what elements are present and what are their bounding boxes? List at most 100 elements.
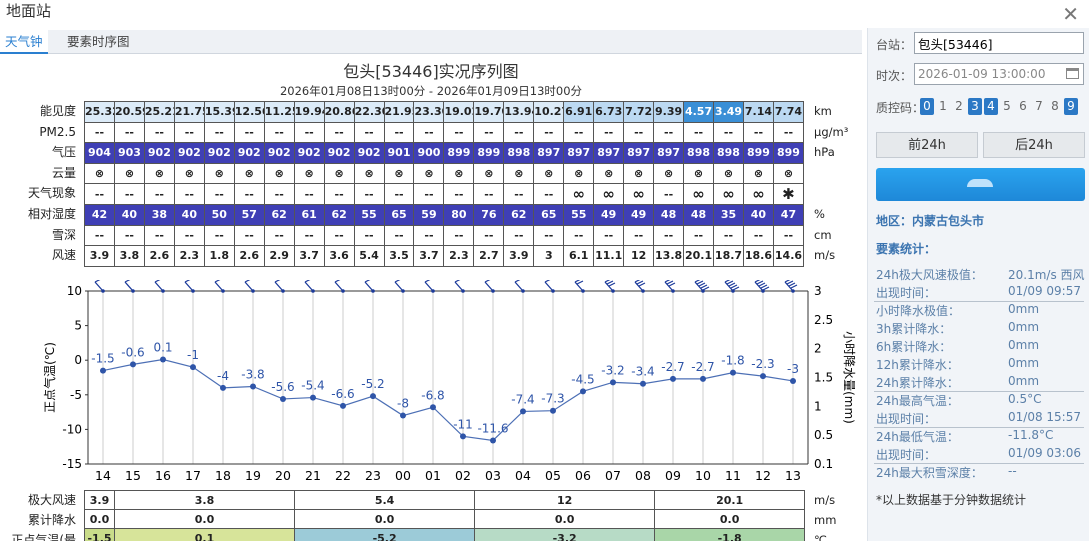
table-cell: 899 (772, 142, 805, 164)
row-label: 气压 (51, 145, 76, 160)
title-bar: 地面站 ✕ (0, 0, 1089, 28)
table-cell: 2.7 (473, 245, 505, 267)
stat-divider (874, 391, 1084, 392)
table-cell: ⊗ (413, 162, 445, 185)
bottom-row-label: 极大风速 (27, 493, 76, 507)
table-cell: -- (233, 224, 265, 247)
qc-code-5[interactable]: 5 (1003, 99, 1011, 113)
qc-code-3[interactable]: 3 (968, 98, 982, 115)
temperature-data-label: -3.4 (631, 365, 654, 379)
play-button[interactable] (876, 168, 1085, 201)
temperature-chart: 10 5 0 -5 -10 -15 3 2.5 2 1.5 1 0.5 0.1 14 15 16 17 18 19 2… (42, 280, 856, 480)
temperature-point (460, 433, 466, 440)
qc-code-7[interactable]: 7 (1035, 99, 1043, 113)
temperature-data-label: -2.3 (751, 357, 774, 371)
wind-barb-icon (94, 280, 105, 293)
qc-code-4[interactable]: 4 (984, 98, 998, 115)
temperature-point (340, 402, 346, 409)
table-cell: -- (173, 121, 205, 144)
wind-barb-icon (214, 280, 225, 293)
row-unit (814, 163, 862, 184)
table-cell: 55 (353, 203, 385, 226)
stat-value: -- (1008, 464, 1017, 478)
table-cell: 3.6 (323, 245, 355, 267)
stats-note: *以上数据基于分钟数据统计 (876, 493, 1027, 507)
station-input[interactable] (914, 32, 1084, 54)
next-24h-button[interactable]: 后24h (983, 132, 1085, 158)
table-cell: 900 (413, 142, 445, 164)
stat-key: 出现时间： (876, 286, 937, 300)
table-cell: -- (383, 121, 415, 144)
table-cell: ⊗ (623, 162, 655, 185)
qc-code-0[interactable]: 0 (920, 98, 934, 115)
table-cell: 49 (623, 203, 655, 226)
calendar-icon[interactable] (1066, 68, 1079, 79)
x-tick-label: 07 (605, 468, 621, 480)
table-cell: 21.95 (383, 101, 415, 123)
table-cell: 902 (203, 142, 235, 164)
summary-cell: 0.0 (294, 509, 476, 529)
qc-code-1[interactable]: 1 (939, 99, 947, 113)
table-cell: ⊗ (84, 162, 115, 185)
row-label: 云量 (51, 165, 76, 180)
qc-code-6[interactable]: 6 (1019, 99, 1027, 113)
y2-tick-label: 1 (814, 399, 822, 413)
table-cell: 40 (173, 203, 205, 226)
bottom-row-unit: ℃ (814, 533, 827, 541)
table-cell: 48 (683, 203, 715, 226)
qc-code-9[interactable]: 9 (1064, 98, 1078, 115)
temperature-point (520, 408, 526, 415)
table-cell: -- (653, 183, 685, 205)
table-cell: 18.6 (742, 245, 774, 267)
table-cell: -- (113, 183, 145, 205)
tab-element-timeseries[interactable]: 要素时序图 (67, 34, 130, 49)
summary-cell: -3.2 (474, 528, 656, 541)
table-cell: 3.9 (84, 245, 115, 267)
table-row: 42 40 38 40 50 57 62 61 62 55 65 59 80 76 62 65 55 49 49 48… (84, 203, 805, 226)
x-tick-label: 17 (185, 468, 201, 480)
window-title: 地面站 (6, 2, 52, 20)
y2-tick-label: 0.5 (814, 428, 833, 442)
qc-code-2[interactable]: 2 (955, 99, 963, 113)
table-cell: 2.6 (233, 245, 265, 267)
table-cell: ∞ (593, 183, 625, 205)
temperature-data-label: -0.6 (121, 345, 144, 359)
table-cell: ⊗ (503, 162, 535, 185)
table-cell: ⊗ (173, 162, 205, 185)
table-cell: 40 (742, 203, 774, 226)
tab-weather-clock[interactable]: 天气钟 (0, 30, 48, 54)
y-tick-label: 10 (67, 284, 82, 298)
table-row: 3.9 3.8 2.6 2.3 1.8 2.6 2.9 3.7 3.6 5.4 3.5 3.7 2.3 2… (84, 245, 805, 267)
summary-cell: -1.8 (654, 528, 806, 541)
table-cell: -- (143, 121, 175, 144)
wind-barb-icon (604, 280, 616, 293)
time-input[interactable]: 2026-01-09 13:00:00 (914, 63, 1084, 85)
table-cell: ⊗ (533, 162, 565, 185)
qc-code-8[interactable]: 8 (1051, 99, 1059, 113)
row-unit: μg/m³ (814, 124, 849, 139)
table-cell: 18.7 (713, 245, 744, 267)
table-cell: ⊗ (653, 162, 685, 185)
table-row: 25.3220.5925.2121.7515.3912.5611.2519.94… (84, 101, 805, 123)
table-cell: -- (443, 183, 475, 205)
wind-barb-icon (244, 280, 255, 293)
summary-cell: 0.0 (84, 509, 115, 529)
y2-tick-label: 1.5 (814, 371, 833, 385)
table-cell: 5.4 (353, 245, 385, 267)
table-cell: -- (533, 121, 565, 144)
table-cell: 62 (323, 203, 355, 226)
x-tick-label: 09 (665, 468, 681, 480)
chart-subtitle: 2026年01月08日13时00分 - 2026年01月09日13时00分 (279, 84, 583, 98)
stat-value: 01/08 15:57 (1008, 410, 1081, 424)
prev-24h-button[interactable]: 前24h (876, 132, 978, 158)
x-tick-label: 16 (155, 468, 171, 480)
table-cell: 901 (383, 142, 415, 164)
table-cell: 65 (383, 203, 415, 226)
close-icon[interactable]: ✕ (1062, 2, 1079, 26)
table-cell: 9.39 (653, 101, 685, 123)
table-cell: 42 (84, 203, 115, 226)
table-cell: 19.70 (473, 101, 505, 123)
table-cell: -- (563, 224, 595, 247)
